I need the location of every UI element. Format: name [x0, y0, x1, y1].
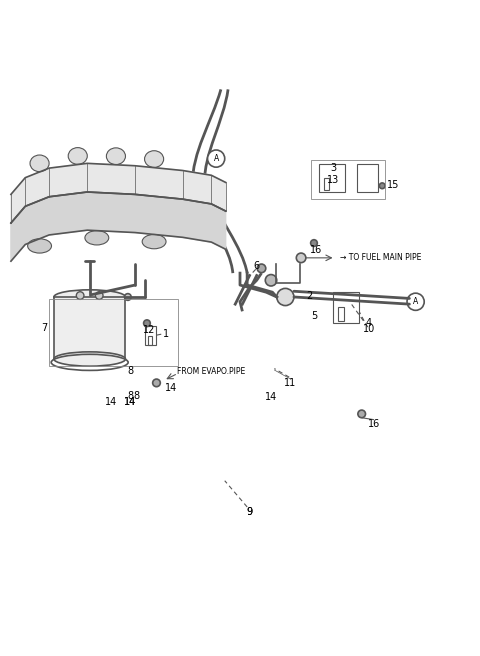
Circle shape [407, 293, 424, 310]
Ellipse shape [107, 148, 125, 165]
Bar [338, 306, 344, 321]
Ellipse shape [68, 148, 87, 164]
Circle shape [124, 294, 131, 300]
Circle shape [76, 292, 84, 299]
Bar [333, 292, 360, 323]
Text: A: A [214, 154, 219, 163]
Text: 11: 11 [284, 378, 296, 388]
Circle shape [379, 183, 385, 189]
Ellipse shape [142, 234, 166, 249]
Circle shape [153, 379, 160, 386]
Polygon shape [11, 192, 226, 261]
Circle shape [265, 275, 277, 286]
Bar [49, 299, 178, 366]
Text: 16: 16 [368, 419, 380, 430]
Text: → TO FUEL MAIN PIPE: → TO FUEL MAIN PIPE [340, 253, 421, 262]
Text: 1: 1 [163, 329, 169, 339]
Text: 15: 15 [386, 180, 399, 190]
Text: 7: 7 [41, 323, 48, 333]
Circle shape [296, 253, 306, 262]
Text: 6: 6 [253, 261, 260, 271]
Text: 13: 13 [327, 175, 339, 185]
Circle shape [96, 292, 103, 299]
Ellipse shape [54, 290, 125, 304]
Text: 14: 14 [124, 397, 136, 407]
Text: 9: 9 [247, 506, 252, 517]
Circle shape [358, 410, 365, 418]
Bar [324, 178, 329, 190]
Circle shape [311, 239, 317, 247]
Text: 5: 5 [311, 311, 317, 321]
Polygon shape [11, 163, 226, 223]
Text: A: A [413, 297, 418, 306]
Text: 14: 14 [124, 397, 136, 407]
Bar [319, 164, 345, 192]
Circle shape [144, 320, 150, 327]
Ellipse shape [30, 155, 49, 172]
Text: 14: 14 [105, 397, 117, 407]
Ellipse shape [85, 231, 109, 245]
Text: 8: 8 [127, 366, 133, 376]
Circle shape [277, 289, 294, 306]
Text: 8: 8 [133, 391, 139, 401]
Ellipse shape [144, 151, 164, 167]
Text: 8: 8 [127, 391, 133, 401]
Circle shape [257, 264, 266, 273]
Text: 2: 2 [306, 291, 312, 301]
Text: 14: 14 [265, 392, 277, 402]
Text: FROM EVAPO.PIPE: FROM EVAPO.PIPE [177, 367, 245, 377]
Bar [311, 160, 384, 199]
Bar [144, 325, 156, 344]
Text: 16: 16 [310, 245, 323, 255]
Circle shape [207, 150, 225, 167]
Text: 10: 10 [363, 324, 375, 334]
Text: 14: 14 [165, 382, 177, 393]
Text: 9: 9 [247, 506, 252, 517]
Bar [148, 336, 152, 344]
Bar [357, 164, 378, 192]
Ellipse shape [28, 239, 51, 253]
Text: 12: 12 [143, 325, 156, 335]
Bar [54, 297, 125, 359]
Text: 3: 3 [330, 163, 336, 173]
Ellipse shape [54, 352, 125, 366]
Text: 4: 4 [366, 318, 372, 328]
